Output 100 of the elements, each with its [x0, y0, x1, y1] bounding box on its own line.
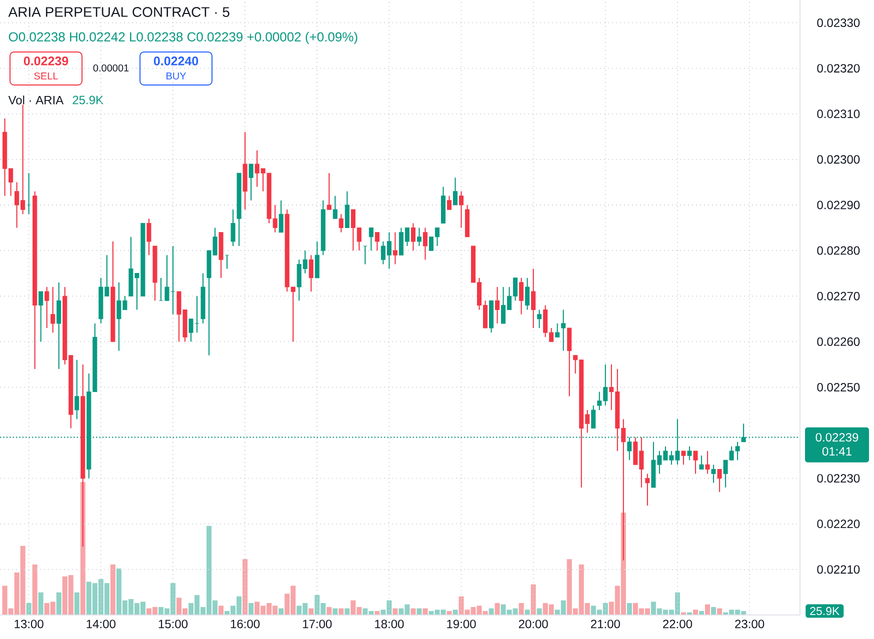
- chart-title: Vol · ARIA: [8, 96, 64, 104]
- candlestick: [645, 473, 650, 506]
- bar: [338, 608, 344, 615]
- candlestick: [74, 359, 80, 420]
- x-tick-label: 23:00: [735, 620, 764, 628]
- annotation: BUY: [166, 72, 186, 80]
- text: O0.02238 H0.02242 L0.02238 C0.02239 +0.00002 (+0.09%): [8, 32, 358, 44]
- candlestick: [525, 277, 530, 310]
- candlestick: [326, 172, 332, 210]
- bar: [626, 603, 632, 615]
- bar: [518, 603, 524, 615]
- candlestick: [416, 227, 422, 247]
- candlestick: [567, 327, 572, 397]
- candlestick: [452, 177, 458, 206]
- x-tick-label: 16:00: [230, 620, 260, 628]
- x-tick-label: 22:00: [663, 620, 692, 628]
- y-tick-label: 0.02230: [817, 474, 860, 483]
- y-tick-label: 0.02330: [817, 18, 860, 28]
- bar: [110, 564, 116, 615]
- bar: [332, 608, 338, 615]
- bar: [326, 607, 332, 615]
- bar: [248, 603, 254, 615]
- bar: [56, 592, 62, 615]
- bar: [452, 610, 458, 615]
- bar: [32, 564, 38, 615]
- candlestick: [531, 268, 536, 329]
- bar: [711, 607, 716, 615]
- bar: [242, 559, 248, 615]
- candlestick: [278, 200, 284, 233]
- candlestick: [308, 254, 314, 292]
- bar: [536, 608, 542, 615]
- candlestick: [332, 195, 338, 220]
- bar: [278, 608, 284, 615]
- x-tick-label: 15:00: [158, 620, 188, 628]
- bar: [26, 603, 32, 615]
- bar: [74, 592, 80, 615]
- candlestick: [314, 240, 320, 278]
- chart-title: ARIA PERPETUAL CONTRACT · 5: [8, 7, 230, 17]
- candlestick: [681, 450, 686, 466]
- candlestick: [693, 450, 698, 474]
- bar: [308, 608, 314, 615]
- candlestick: [392, 232, 398, 265]
- candlestick: [338, 214, 344, 233]
- text: 25.9K: [810, 606, 840, 616]
- bar: [38, 592, 44, 615]
- annotation: 25.9K: [72, 96, 104, 104]
- bar: [693, 610, 698, 615]
- candlestick: [26, 172, 32, 215]
- candlestick: [495, 286, 500, 324]
- y-tick-label: 0.02320: [817, 64, 860, 73]
- y-tick-label: 0.02310: [817, 110, 860, 118]
- y-tick-label: 0.02290: [817, 200, 860, 210]
- candlestick: [537, 309, 542, 329]
- candlestick: [459, 190, 464, 228]
- bar: [705, 604, 710, 615]
- candlestick: [446, 195, 452, 210]
- bar: [416, 608, 422, 615]
- candlestick: [687, 446, 692, 461]
- x-tick-label: 20:00: [518, 620, 548, 628]
- y-tick-label: 0.02250: [817, 382, 860, 392]
- x-tick-label: 13:00: [14, 620, 44, 628]
- bar: [392, 608, 398, 615]
- candlestick: [410, 222, 416, 252]
- x-tick-label: 14:00: [86, 620, 116, 628]
- text: 01:41: [822, 447, 852, 456]
- candlestick: [591, 404, 596, 429]
- candlestick: [422, 227, 428, 260]
- bar: [494, 603, 500, 615]
- annotation: SELL: [34, 72, 58, 80]
- candlestick: [38, 291, 44, 342]
- y-tick-label: 0.02280: [817, 246, 860, 255]
- candlestick: [555, 322, 560, 338]
- candlestick: [705, 450, 710, 474]
- bar: [524, 610, 530, 615]
- candlestick: [56, 282, 62, 370]
- candlestick: [711, 464, 716, 484]
- annotation: 0.00001: [93, 64, 129, 72]
- candlestick: [230, 209, 236, 247]
- ref-line-label: 0.02239: [816, 433, 858, 442]
- x-tick-label: 18:00: [375, 620, 404, 628]
- bar: [344, 608, 350, 615]
- x-tick-label: 19:00: [447, 620, 476, 628]
- bar: [218, 606, 224, 615]
- y-tick-label: 0.02220: [817, 520, 860, 528]
- bar: [530, 584, 536, 615]
- candlestick: [519, 277, 524, 315]
- y-tick-label: 0.02210: [817, 565, 860, 574]
- candlestick: [362, 245, 368, 265]
- candlestick: [699, 455, 704, 470]
- x-tick-label: 21:00: [591, 620, 620, 628]
- candlestick: [50, 286, 56, 334]
- candlestick: [561, 309, 566, 352]
- bar: [488, 608, 494, 615]
- y-tick-label: 0.02270: [817, 292, 860, 300]
- y-tick-label: 0.02260: [817, 337, 860, 346]
- y-tick-label: 0.02300: [817, 155, 860, 164]
- annotation: 0.02239: [24, 56, 68, 66]
- candlestick: [146, 218, 152, 256]
- candlestick: [344, 190, 350, 228]
- bar: [410, 608, 416, 615]
